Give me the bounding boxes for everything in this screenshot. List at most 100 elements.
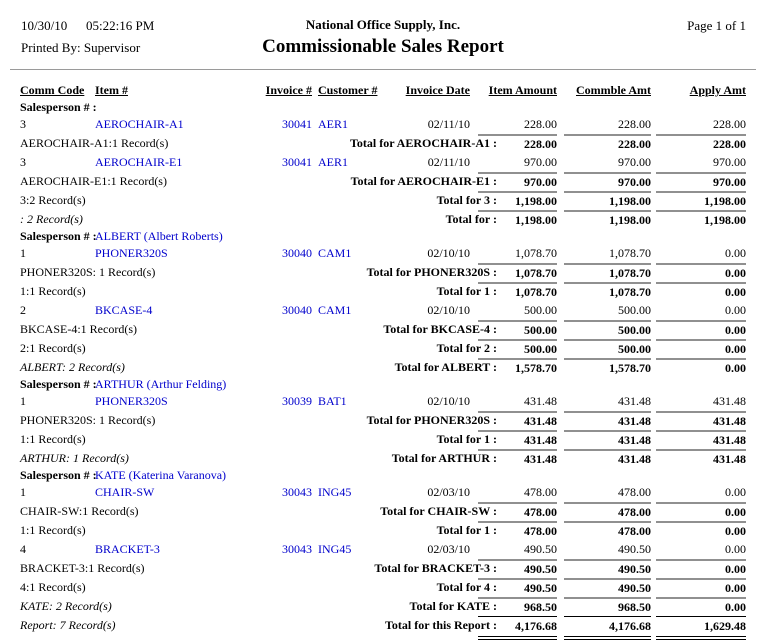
customer-link[interactable]: AER1 bbox=[318, 117, 348, 131]
detail-row: 4 BRACKET-3 30043 ING45 02/03/10 490.50 490.50… bbox=[0, 540, 766, 559]
report-date: 10/30/10 bbox=[21, 18, 68, 33]
invoice-link[interactable]: 30040 bbox=[282, 246, 312, 260]
total-row: AEROCHAIR-A1:1 Record(s) Total for AEROCH… bbox=[0, 134, 766, 153]
total-row: ALBERT: 2 Record(s) Total for ALBERT :1,5… bbox=[0, 358, 766, 377]
customer-link[interactable]: CAM1 bbox=[318, 246, 352, 260]
total-item-amount: 1,078.70 bbox=[478, 263, 557, 282]
total-apply-amt: 0.00 bbox=[656, 358, 746, 377]
record-count-label: 2:1 Record(s) bbox=[20, 341, 86, 355]
apply-amt-cell: 228.00 bbox=[713, 117, 746, 131]
comm-code-cell: 3 bbox=[20, 117, 26, 131]
invoice-date-cell: 02/11/10 bbox=[427, 117, 470, 131]
total-label: Total for AEROCHAIR-A1 : bbox=[349, 136, 497, 150]
total-item-amount: 490.50 bbox=[478, 559, 557, 578]
invoice-link[interactable]: 30043 bbox=[282, 542, 312, 556]
commble-amt-cell: 500.00 bbox=[618, 303, 651, 317]
invoice-date-cell: 02/10/10 bbox=[427, 303, 470, 317]
total-label: Total for BKCASE-4 : bbox=[383, 322, 497, 336]
record-count-label: 3:2 Record(s) bbox=[20, 193, 86, 207]
total-row: AEROCHAIR-E1:1 Record(s) Total for AEROCH… bbox=[0, 172, 766, 191]
item-amount-cell: 970.00 bbox=[524, 155, 557, 169]
total-label: Total for this Report : bbox=[385, 618, 497, 632]
total-apply-amt: 0.00 bbox=[656, 597, 746, 616]
item-link[interactable]: PHONER320S bbox=[95, 394, 168, 408]
salesperson-group-row: Salesperson # : KATE (Katerina Varanova) bbox=[0, 468, 766, 483]
customer-link[interactable]: ING45 bbox=[318, 542, 352, 556]
total-apply-amt: 0.00 bbox=[656, 282, 746, 301]
salesperson-name-link[interactable]: ALBERT (Albert Roberts) bbox=[95, 229, 223, 243]
item-link[interactable]: CHAIR-SW bbox=[95, 485, 155, 499]
item-link[interactable]: BKCASE-4 bbox=[95, 303, 153, 317]
total-row: CHAIR-SW:1 Record(s) Total for CHAIR-SW :… bbox=[0, 502, 766, 521]
total-commble-amt: 1,578.70 bbox=[564, 358, 651, 377]
commble-amt-cell: 1,078.70 bbox=[609, 246, 651, 260]
total-row: 2:1 Record(s) Total for 2 :500.00 500.00 0.… bbox=[0, 339, 766, 358]
total-commble-amt: 478.00 bbox=[564, 521, 651, 540]
total-commble-amt: 970.00 bbox=[564, 172, 651, 191]
total-commble-amt: 490.50 bbox=[564, 578, 651, 597]
total-commble-amt: 431.48 bbox=[564, 430, 651, 449]
total-label: Total for 4 : bbox=[436, 580, 497, 594]
record-count-label: 1:1 Record(s) bbox=[20, 284, 86, 298]
salesperson-name-link[interactable]: KATE (Katerina Varanova) bbox=[95, 468, 227, 482]
item-amount-cell: 431.48 bbox=[524, 394, 557, 408]
invoice-link[interactable]: 30039 bbox=[282, 394, 312, 408]
report-title: Commissionable Sales Report bbox=[262, 36, 504, 57]
total-commble-amt: 478.00 bbox=[564, 502, 651, 521]
report-body: Salesperson # : 3 AEROCHAIR-A1 30041 AER1 02/… bbox=[0, 100, 766, 640]
header-divider bbox=[10, 69, 756, 70]
invoice-link[interactable]: 30041 bbox=[282, 117, 312, 131]
record-count-label: Report: 7 Record(s) bbox=[20, 618, 116, 632]
col-header-invoice-date: Invoice Date bbox=[405, 83, 470, 97]
total-item-amount: 970.00 bbox=[478, 172, 557, 191]
item-amount-cell: 500.00 bbox=[524, 303, 557, 317]
customer-link[interactable]: AER1 bbox=[318, 155, 348, 169]
total-item-amount: 1,578.70 bbox=[478, 358, 557, 377]
item-link[interactable]: PHONER320S bbox=[95, 246, 168, 260]
total-commble-amt: 968.50 bbox=[564, 597, 651, 616]
customer-link[interactable]: BAT1 bbox=[318, 394, 347, 408]
total-label: Total for 1 : bbox=[436, 432, 497, 446]
total-apply-amt: 0.00 bbox=[656, 320, 746, 339]
commble-amt-cell: 490.50 bbox=[618, 542, 651, 556]
invoice-link[interactable]: 30043 bbox=[282, 485, 312, 499]
total-label: Total for AEROCHAIR-E1 : bbox=[350, 174, 497, 188]
salesperson-group-label: Salesperson # : bbox=[20, 468, 97, 482]
apply-amt-cell: 970.00 bbox=[713, 155, 746, 169]
apply-amt-cell: 0.00 bbox=[725, 303, 746, 317]
invoice-date-cell: 02/03/10 bbox=[427, 485, 470, 499]
invoice-link[interactable]: 30040 bbox=[282, 303, 312, 317]
total-row: ARTHUR: 1 Record(s) Total for ARTHUR :431… bbox=[0, 449, 766, 468]
salesperson-name-link[interactable]: ARTHUR (Arthur Felding) bbox=[95, 377, 227, 391]
total-row: BRACKET-3:1 Record(s) Total for BRACKET-3… bbox=[0, 559, 766, 578]
total-apply-amt: 228.00 bbox=[656, 134, 746, 153]
customer-link[interactable]: ING45 bbox=[318, 485, 352, 499]
page-indicator: Page 1 of 1 bbox=[687, 18, 746, 33]
printed-by-label: Printed By: Supervisor bbox=[21, 40, 141, 55]
total-commble-amt: 228.00 bbox=[564, 134, 651, 153]
col-header-item: Item # bbox=[95, 83, 128, 97]
total-label: Total for KATE : bbox=[409, 599, 497, 613]
total-item-amount: 500.00 bbox=[478, 320, 557, 339]
total-label: Total for : bbox=[445, 212, 497, 226]
salesperson-group-row: Salesperson # : bbox=[0, 100, 766, 115]
total-label: Total for ARTHUR : bbox=[391, 451, 497, 465]
record-count-label: BRACKET-3:1 Record(s) bbox=[20, 561, 145, 575]
commble-amt-cell: 431.48 bbox=[618, 394, 651, 408]
invoice-link[interactable]: 30041 bbox=[282, 155, 312, 169]
customer-link[interactable]: CAM1 bbox=[318, 303, 352, 317]
commble-amt-cell: 970.00 bbox=[618, 155, 651, 169]
report-time: 05:22:16 PM bbox=[86, 18, 155, 33]
item-link[interactable]: AEROCHAIR-E1 bbox=[95, 155, 183, 169]
total-apply-amt: 970.00 bbox=[656, 172, 746, 191]
item-link[interactable]: AEROCHAIR-A1 bbox=[95, 117, 184, 131]
total-item-amount: 1,078.70 bbox=[478, 282, 557, 301]
item-link[interactable]: BRACKET-3 bbox=[95, 542, 160, 556]
total-apply-amt: 0.00 bbox=[656, 263, 746, 282]
salesperson-group-label: Salesperson # : bbox=[20, 229, 97, 243]
col-header-invoice: Invoice # bbox=[265, 83, 312, 97]
total-apply-amt: 1,198.00 bbox=[656, 210, 746, 229]
record-count-label: ALBERT: 2 Record(s) bbox=[20, 360, 125, 374]
total-item-amount: 1,198.00 bbox=[478, 210, 557, 229]
